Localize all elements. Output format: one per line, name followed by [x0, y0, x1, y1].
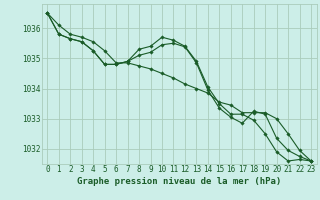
X-axis label: Graphe pression niveau de la mer (hPa): Graphe pression niveau de la mer (hPa): [77, 177, 281, 186]
